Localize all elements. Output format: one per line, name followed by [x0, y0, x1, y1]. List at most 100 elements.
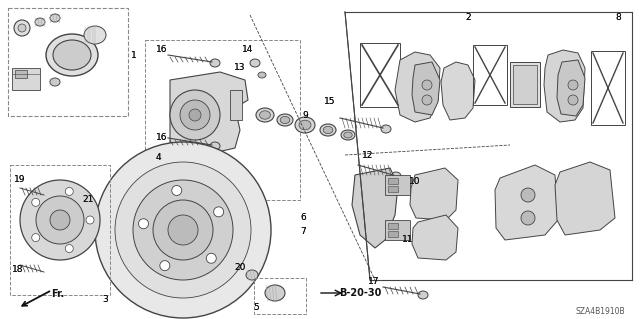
Bar: [12, 68, 40, 90]
Circle shape: [86, 216, 94, 224]
Circle shape: [168, 215, 198, 245]
Text: 9: 9: [302, 110, 308, 120]
Bar: [15, 70, 27, 78]
Ellipse shape: [295, 117, 315, 133]
Polygon shape: [395, 52, 440, 122]
Text: 8: 8: [615, 13, 621, 23]
Circle shape: [521, 188, 535, 202]
Text: 17: 17: [368, 278, 380, 286]
Polygon shape: [557, 60, 585, 116]
Text: 6: 6: [300, 213, 306, 222]
Text: 15: 15: [324, 98, 336, 107]
Text: 12: 12: [362, 151, 374, 160]
Circle shape: [14, 20, 30, 36]
Circle shape: [138, 219, 148, 229]
Text: B-20-30: B-20-30: [339, 288, 381, 298]
Text: 1: 1: [131, 50, 137, 60]
Ellipse shape: [256, 108, 274, 122]
Text: 4: 4: [155, 153, 161, 162]
Ellipse shape: [50, 14, 60, 22]
Circle shape: [568, 80, 578, 90]
Ellipse shape: [341, 130, 355, 140]
Circle shape: [172, 185, 182, 196]
Text: 10: 10: [409, 177, 420, 187]
Text: 19: 19: [14, 175, 26, 184]
Polygon shape: [352, 168, 398, 248]
Text: 2: 2: [465, 13, 471, 23]
Ellipse shape: [53, 40, 91, 70]
Circle shape: [153, 200, 213, 260]
Circle shape: [133, 180, 233, 280]
Ellipse shape: [323, 126, 333, 134]
Circle shape: [65, 245, 73, 253]
Circle shape: [422, 80, 432, 90]
Text: 9: 9: [302, 110, 308, 120]
Circle shape: [50, 210, 70, 230]
Ellipse shape: [265, 285, 285, 301]
Polygon shape: [412, 215, 458, 260]
Text: 2: 2: [465, 13, 471, 23]
Circle shape: [18, 24, 26, 32]
Text: 12: 12: [362, 151, 374, 160]
Ellipse shape: [277, 114, 293, 126]
Ellipse shape: [260, 111, 270, 119]
Text: 17: 17: [368, 278, 380, 286]
Circle shape: [115, 162, 251, 298]
Bar: [591, 51, 625, 125]
Circle shape: [422, 95, 432, 105]
Circle shape: [160, 261, 170, 271]
Bar: [388, 178, 398, 184]
Text: 19: 19: [14, 175, 26, 184]
Bar: [388, 223, 398, 229]
Bar: [360, 43, 400, 107]
Bar: [388, 186, 398, 192]
Circle shape: [36, 196, 84, 244]
Ellipse shape: [210, 142, 220, 150]
Ellipse shape: [210, 59, 220, 67]
Text: 10: 10: [409, 177, 420, 187]
Polygon shape: [544, 50, 585, 122]
Circle shape: [20, 180, 100, 260]
Text: 4: 4: [155, 153, 161, 162]
Text: 16: 16: [156, 133, 168, 143]
Ellipse shape: [418, 291, 428, 299]
Ellipse shape: [246, 270, 258, 280]
Text: 14: 14: [243, 46, 253, 55]
Ellipse shape: [391, 172, 401, 180]
Ellipse shape: [46, 34, 98, 76]
Circle shape: [32, 234, 40, 241]
Polygon shape: [495, 165, 558, 240]
Ellipse shape: [250, 59, 260, 67]
Bar: [510, 62, 540, 107]
Circle shape: [32, 198, 40, 206]
Circle shape: [521, 211, 535, 225]
Bar: [385, 175, 410, 195]
Ellipse shape: [280, 116, 290, 123]
Bar: [385, 220, 410, 240]
Bar: [388, 231, 398, 237]
Text: 16: 16: [156, 133, 168, 143]
Text: 18: 18: [12, 265, 24, 275]
Text: SZA4B1910B: SZA4B1910B: [575, 308, 625, 316]
Bar: [230, 90, 242, 120]
Ellipse shape: [50, 78, 60, 86]
Text: 7: 7: [300, 227, 306, 236]
Text: 15: 15: [324, 98, 336, 107]
Circle shape: [170, 90, 220, 140]
Ellipse shape: [35, 18, 45, 26]
Text: 21: 21: [83, 196, 93, 204]
Text: 11: 11: [403, 235, 413, 244]
Text: 1: 1: [131, 50, 137, 60]
Text: 3: 3: [102, 295, 108, 305]
Text: 14: 14: [243, 46, 253, 55]
Text: 11: 11: [403, 235, 413, 244]
Text: Fr.: Fr.: [51, 289, 65, 299]
Text: 6: 6: [300, 213, 306, 222]
Ellipse shape: [344, 132, 352, 138]
Circle shape: [214, 207, 223, 217]
Text: 16: 16: [156, 46, 168, 55]
Text: 5: 5: [253, 303, 259, 313]
Polygon shape: [412, 62, 440, 115]
Circle shape: [65, 188, 73, 196]
Circle shape: [180, 100, 210, 130]
